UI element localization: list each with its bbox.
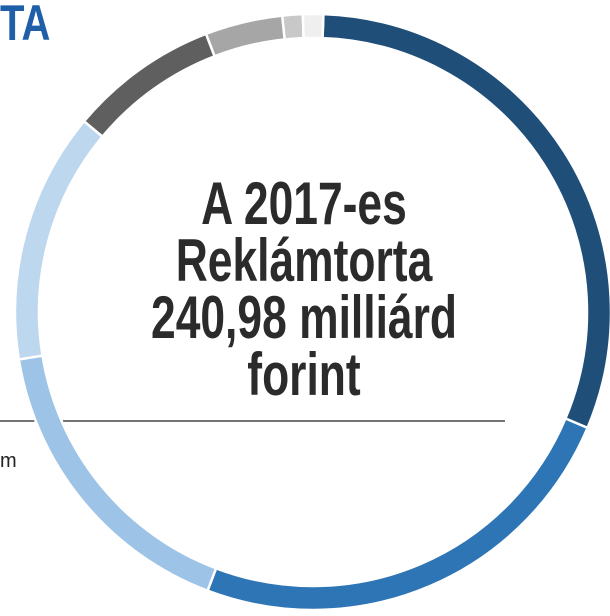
donut-segment <box>17 354 218 593</box>
center-title-line: forint <box>247 342 360 409</box>
donut-segment <box>205 416 590 612</box>
center-title-line: A 2017-es <box>201 171 407 238</box>
donut-segment <box>280 12 305 41</box>
center-title-line: Reklámtorta <box>176 228 433 295</box>
donut-segment <box>204 14 287 58</box>
donut-segment <box>82 32 217 139</box>
donut-segment <box>301 12 325 40</box>
center-title-line: 240,98 milliárd <box>151 285 457 352</box>
donut <box>13 12 610 612</box>
donut-segment <box>13 119 105 361</box>
heading: TA <box>0 0 50 51</box>
note: m <box>0 450 17 472</box>
